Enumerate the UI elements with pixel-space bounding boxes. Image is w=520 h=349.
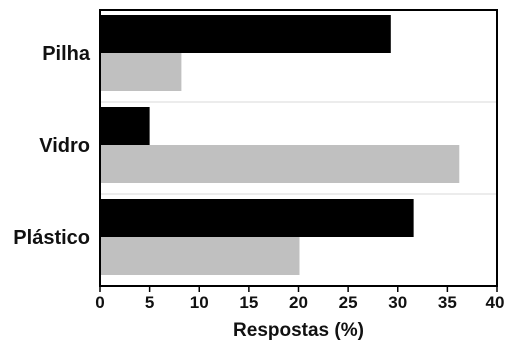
bar-pl-stico-series-1 bbox=[100, 199, 414, 237]
x-tick-label: 15 bbox=[239, 293, 258, 312]
category-label: Vidro bbox=[39, 135, 90, 157]
x-axis-ticks: 0 5 10 15 20 25 30 35 40 bbox=[95, 286, 504, 312]
x-tick-label: 10 bbox=[190, 293, 209, 312]
bar-pl-stico-series-2 bbox=[100, 237, 300, 275]
x-tick-label: 35 bbox=[438, 293, 457, 312]
bar-vidro-series-1 bbox=[100, 107, 150, 145]
category-labels: Pilha Vidro Plástico bbox=[13, 43, 91, 249]
bars-group bbox=[100, 15, 460, 275]
x-tick-label: 25 bbox=[339, 293, 358, 312]
x-tick-label: 5 bbox=[145, 293, 154, 312]
x-tick-label: 30 bbox=[388, 293, 407, 312]
category-label: Pilha bbox=[42, 43, 91, 65]
x-tick-label: 0 bbox=[95, 293, 104, 312]
bar-pilha-series-1 bbox=[100, 15, 391, 53]
category-label: Plástico bbox=[13, 227, 90, 249]
bar-pilha-series-2 bbox=[100, 53, 182, 91]
x-axis-label: Respostas (%) bbox=[233, 320, 364, 341]
x-tick-label: 40 bbox=[486, 293, 505, 312]
bar-vidro-series-2 bbox=[100, 145, 460, 183]
category-separators bbox=[100, 101, 497, 195]
x-tick-label: 20 bbox=[289, 293, 308, 312]
